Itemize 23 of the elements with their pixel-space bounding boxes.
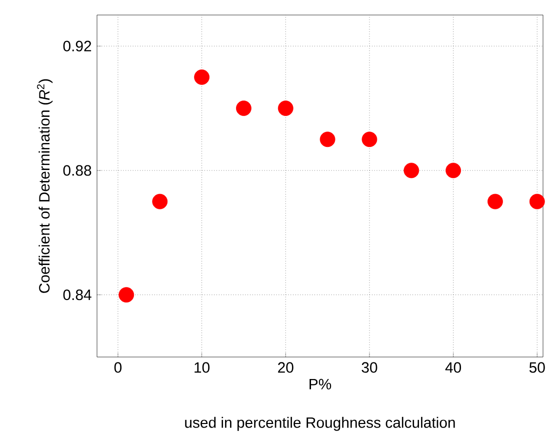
y-axis-title: Coefficient of Determination (R$^{2}$) (36, 79, 53, 293)
point (362, 132, 378, 148)
y-tick-label: 0.84 (63, 290, 92, 300)
x-tick-label: 10 (194, 362, 210, 373)
text: used in percentile Roughness calculation (185, 416, 455, 431)
y-tick-label: 0.88 (63, 165, 92, 176)
point (529, 194, 545, 210)
point (152, 194, 168, 210)
point (278, 100, 294, 116)
x-tick-label: 40 (445, 362, 462, 373)
y-tick-label: 0.92 (63, 40, 92, 52)
point (404, 162, 420, 178)
x-tick-label: 30 (362, 362, 378, 373)
point (118, 287, 134, 303)
x-axis-title: P% (310, 378, 332, 390)
point (320, 132, 336, 148)
x-tick-label: 20 (278, 362, 294, 373)
point (194, 69, 210, 85)
point (446, 162, 461, 178)
x-tick-label: 0 (114, 362, 122, 373)
point (236, 100, 252, 116)
point (488, 194, 503, 210)
x-tick-label: 50 (529, 362, 545, 373)
